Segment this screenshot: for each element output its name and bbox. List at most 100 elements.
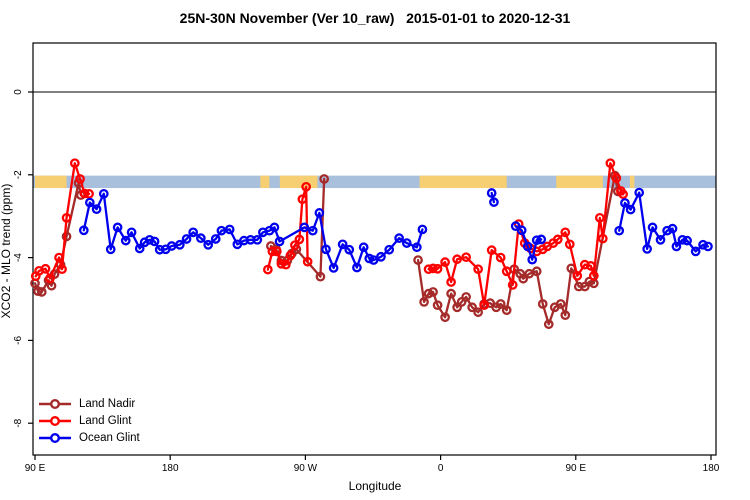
data-point-land-glint	[290, 240, 300, 251]
chart-title: 25N-30N November (Ver 10_raw) 2015-01-01…	[179, 10, 571, 26]
x-tick-label: 180	[703, 463, 720, 474]
data-point-ocean-glint	[489, 197, 499, 207]
data-point-land-nadir	[555, 299, 566, 309]
data-point-ocean-glint	[126, 227, 137, 238]
data-point-ocean-glint	[682, 235, 692, 246]
data-point-land-glint	[473, 264, 483, 275]
data-point-land-nadir	[543, 319, 554, 330]
map-band-land-segment	[556, 175, 603, 189]
data-point-ocean-glint	[149, 236, 160, 247]
y-tick-label: -4	[13, 253, 24, 262]
data-point-ocean-glint	[368, 255, 379, 265]
data-point-ocean-glint	[78, 225, 89, 236]
data-point-ocean-glint	[328, 263, 339, 273]
data-point-ocean-glint	[84, 197, 95, 208]
data-point-ocean-glint	[134, 243, 145, 254]
x-tick-label: 0	[438, 463, 444, 474]
data-point-land-glint	[75, 174, 85, 184]
data-point-ocean-glint	[536, 234, 547, 245]
data-point-land-glint	[281, 259, 291, 270]
data-point-ocean-glint	[274, 236, 285, 247]
data-point-land-nadir	[467, 302, 477, 313]
data-point-land-glint	[302, 256, 313, 267]
y-tick-label: 0	[13, 89, 24, 95]
data-point-ocean-glint	[655, 234, 666, 245]
data-point-land-glint	[301, 181, 311, 192]
map-band-ocean	[33, 175, 716, 189]
data-point-land-glint	[267, 246, 278, 257]
data-point-land-glint	[432, 263, 443, 274]
data-point-land-nadir	[428, 287, 438, 297]
data-point-land-glint	[552, 234, 563, 245]
x-tick-label: 90 W	[294, 463, 318, 474]
legend-item-ocean-glint: Ocean Glint	[38, 430, 140, 446]
data-point-land-nadir	[432, 300, 443, 311]
data-point-land-glint	[40, 263, 51, 274]
data-point-land-glint	[461, 252, 471, 263]
data-point-land-glint	[507, 280, 518, 290]
data-point-ocean-glint	[352, 262, 362, 273]
data-point-ocean-glint	[620, 198, 630, 208]
legend-item-land-nadir: Land Nadir	[38, 396, 140, 412]
data-point-land-nadir	[518, 273, 529, 284]
map-band-land-segment	[260, 175, 270, 189]
data-point-ocean-glint	[690, 246, 701, 257]
data-point-land-nadir	[537, 299, 548, 309]
data-point-land-nadir	[319, 174, 330, 184]
data-point-land-glint	[54, 252, 64, 263]
x-tick-label: 90 E	[25, 463, 46, 474]
data-point-ocean-glint	[314, 208, 325, 218]
data-point-ocean-glint	[412, 242, 422, 253]
data-point-land-nadir	[315, 271, 326, 282]
data-point-ocean-glint	[394, 233, 404, 243]
data-point-ocean-glint	[112, 222, 123, 233]
data-point-land-glint	[84, 188, 94, 199]
data-point-ocean-glint	[154, 244, 165, 255]
data-point-ocean-glint	[181, 234, 192, 244]
data-point-land-glint	[495, 252, 506, 263]
data-point-land-glint	[69, 158, 80, 169]
data-point-ocean-glint	[698, 239, 708, 250]
data-point-ocean-glint	[105, 244, 116, 255]
series-line-land-nadir	[416, 174, 620, 326]
data-point-ocean-glint	[98, 188, 109, 199]
data-point-ocean-glint	[486, 188, 497, 198]
data-point-land-nadir	[531, 266, 542, 277]
x-tick-label: 90 E	[566, 463, 587, 474]
data-point-ocean-glint	[307, 225, 318, 236]
data-point-ocean-glint	[358, 242, 369, 253]
data-point-land-glint	[276, 258, 287, 269]
data-point-ocean-glint	[224, 224, 235, 235]
data-point-land-nadir	[495, 299, 506, 309]
data-point-land-glint	[611, 173, 622, 183]
legend-label-land-nadir: Land Nadir	[79, 398, 136, 410]
map-band-land-segment	[35, 175, 67, 189]
data-point-land-glint	[605, 158, 616, 169]
data-point-land-glint	[428, 263, 438, 274]
data-point-ocean-glint	[269, 222, 280, 233]
y-tick-label: -8	[13, 418, 24, 427]
data-point-ocean-glint	[614, 225, 625, 236]
land-nadir-line-marker-icon	[39, 399, 71, 409]
data-point-land-glint	[588, 270, 599, 281]
x-axis-title: Longitude	[348, 479, 402, 493]
data-point-land-glint	[594, 213, 605, 223]
map-band-land-segment	[279, 175, 318, 189]
data-point-land-nadir	[461, 292, 471, 302]
data-point-land-glint	[285, 250, 296, 261]
data-point-ocean-glint	[120, 235, 131, 246]
data-point-land-glint	[572, 270, 583, 281]
data-point-ocean-glint	[91, 204, 102, 215]
data-point-land-glint	[294, 234, 305, 245]
data-point-ocean-glint	[210, 234, 221, 244]
data-point-land-nadir	[573, 281, 584, 292]
data-point-ocean-glint	[667, 223, 678, 234]
land-glint-line-marker-icon	[39, 416, 71, 426]
data-point-ocean-glint	[376, 251, 386, 262]
data-point-land-nadir	[473, 307, 483, 318]
legend-label-ocean-glint: Ocean Glint	[79, 432, 140, 444]
data-point-land-nadir	[419, 297, 429, 307]
data-point-ocean-glint	[337, 239, 348, 250]
